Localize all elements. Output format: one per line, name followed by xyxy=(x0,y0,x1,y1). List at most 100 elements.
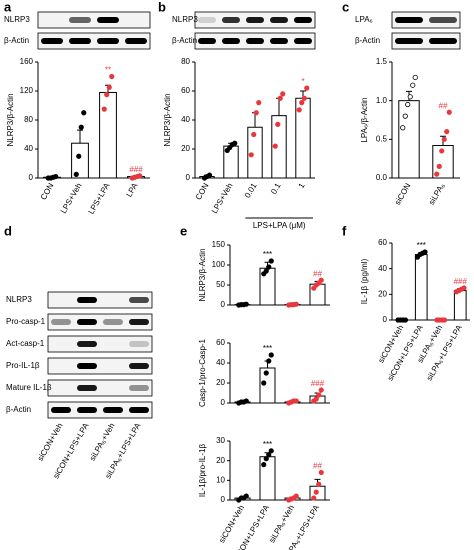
annotation: ** xyxy=(105,66,111,75)
blot-label: Pro-IL-1β xyxy=(6,361,40,370)
bar xyxy=(414,254,428,321)
annotation: *** xyxy=(263,440,272,449)
blot-frame xyxy=(47,401,153,419)
blot-frame xyxy=(37,32,151,50)
y-tick-label: 150 xyxy=(212,240,226,249)
data-point xyxy=(316,392,322,398)
blot-label: β-Actin xyxy=(172,36,197,45)
blot-label: NLRP3 xyxy=(6,295,32,304)
blot-frame xyxy=(391,11,461,29)
data-point xyxy=(402,113,408,119)
blot-band xyxy=(125,38,147,44)
x-tick-label: 0.1 xyxy=(269,181,283,196)
blot-band xyxy=(246,38,264,44)
data-point xyxy=(104,92,110,98)
x-tick-label: siLPA₆+Veh xyxy=(267,504,296,545)
data-point xyxy=(296,107,302,113)
data-point xyxy=(301,95,307,101)
blot-band xyxy=(395,38,423,44)
blot-band xyxy=(77,297,97,303)
blot-label: NLRP3 xyxy=(4,15,30,24)
data-point xyxy=(313,396,319,402)
y-axis-label: NLRP3/β-Actin xyxy=(163,93,172,146)
blot-band xyxy=(129,341,149,347)
panel-label: f xyxy=(342,223,347,238)
blot-band xyxy=(77,341,97,347)
data-point xyxy=(304,85,310,91)
blot-band xyxy=(69,17,91,23)
data-point xyxy=(293,301,299,307)
blot-frame xyxy=(47,335,153,353)
blot-band xyxy=(246,17,264,23)
data-point xyxy=(232,140,238,146)
blot-label: NLRP3 xyxy=(172,15,198,24)
y-axis-label: LPA₆/β-Actin xyxy=(360,97,369,142)
data-point xyxy=(407,94,413,100)
data-point xyxy=(266,358,272,364)
annotation: ### xyxy=(311,379,325,388)
blot-label: LPA₆ xyxy=(355,15,373,24)
data-point xyxy=(405,101,411,108)
bar xyxy=(99,91,117,179)
blot-band xyxy=(429,38,457,44)
lane-label: siLPA₆+Veh xyxy=(88,422,117,463)
data-point xyxy=(243,493,249,499)
blot-band xyxy=(77,407,97,413)
annotation: ## xyxy=(313,462,322,471)
panel-label: d xyxy=(4,223,12,238)
y-tick-label: 40 xyxy=(378,264,387,273)
blot-frame xyxy=(47,291,153,309)
data-point xyxy=(402,317,409,323)
blot-band xyxy=(198,38,216,44)
data-point xyxy=(299,100,305,106)
data-point xyxy=(53,173,59,180)
blot-band xyxy=(294,17,312,23)
x-tick-label: LPS+Veh xyxy=(59,182,84,216)
y-tick-label: 40 xyxy=(181,115,190,124)
annotation: * xyxy=(301,77,304,86)
x-tick-label: LPS+LPA xyxy=(87,181,112,216)
blot-band xyxy=(129,319,149,325)
data-point xyxy=(434,171,440,177)
data-point xyxy=(439,148,445,154)
annotation: ### xyxy=(454,277,468,286)
data-point xyxy=(277,95,283,101)
y-tick-label: 0.0 xyxy=(376,173,388,182)
blot-band xyxy=(51,319,71,325)
blot-frame xyxy=(47,313,153,331)
x-tick-label: CON xyxy=(39,181,56,201)
blot-band xyxy=(129,385,149,391)
x-tick-label: LPS+Veh xyxy=(210,182,235,216)
bar xyxy=(71,142,89,179)
data-point xyxy=(280,91,286,97)
data-point xyxy=(261,461,267,468)
data-point xyxy=(441,136,447,142)
data-point xyxy=(266,264,272,270)
blot-band xyxy=(270,38,288,44)
panel-label: a xyxy=(4,0,12,14)
panel-label: e xyxy=(180,223,187,238)
data-point xyxy=(206,172,213,178)
y-tick-label: 60 xyxy=(378,238,387,247)
data-point xyxy=(268,258,274,264)
blot-label: Mature IL-1β xyxy=(6,383,52,392)
y-tick-label: 0 xyxy=(186,173,191,182)
y-axis-label: IL-1β/pro-IL-1β xyxy=(198,443,207,497)
blot-band xyxy=(77,363,97,369)
annotation: ### xyxy=(129,165,143,174)
y-axis-label: IL-1β (pg/ml) xyxy=(360,258,369,304)
x-tick-label: siCON+Veh xyxy=(217,504,246,545)
blot-band xyxy=(129,363,149,369)
y-tick-label: 40 xyxy=(216,358,225,367)
blot-band xyxy=(77,385,97,391)
x-tick-label: siCON xyxy=(393,181,413,206)
data-point xyxy=(253,110,259,116)
error-bar xyxy=(77,129,83,144)
blot-label: Act-casp-1 xyxy=(6,339,45,348)
data-point xyxy=(263,268,269,274)
annotation: *** xyxy=(263,344,272,353)
data-point xyxy=(275,121,281,127)
data-point xyxy=(272,143,278,149)
blot-band xyxy=(103,319,123,325)
blot-band xyxy=(395,17,423,23)
